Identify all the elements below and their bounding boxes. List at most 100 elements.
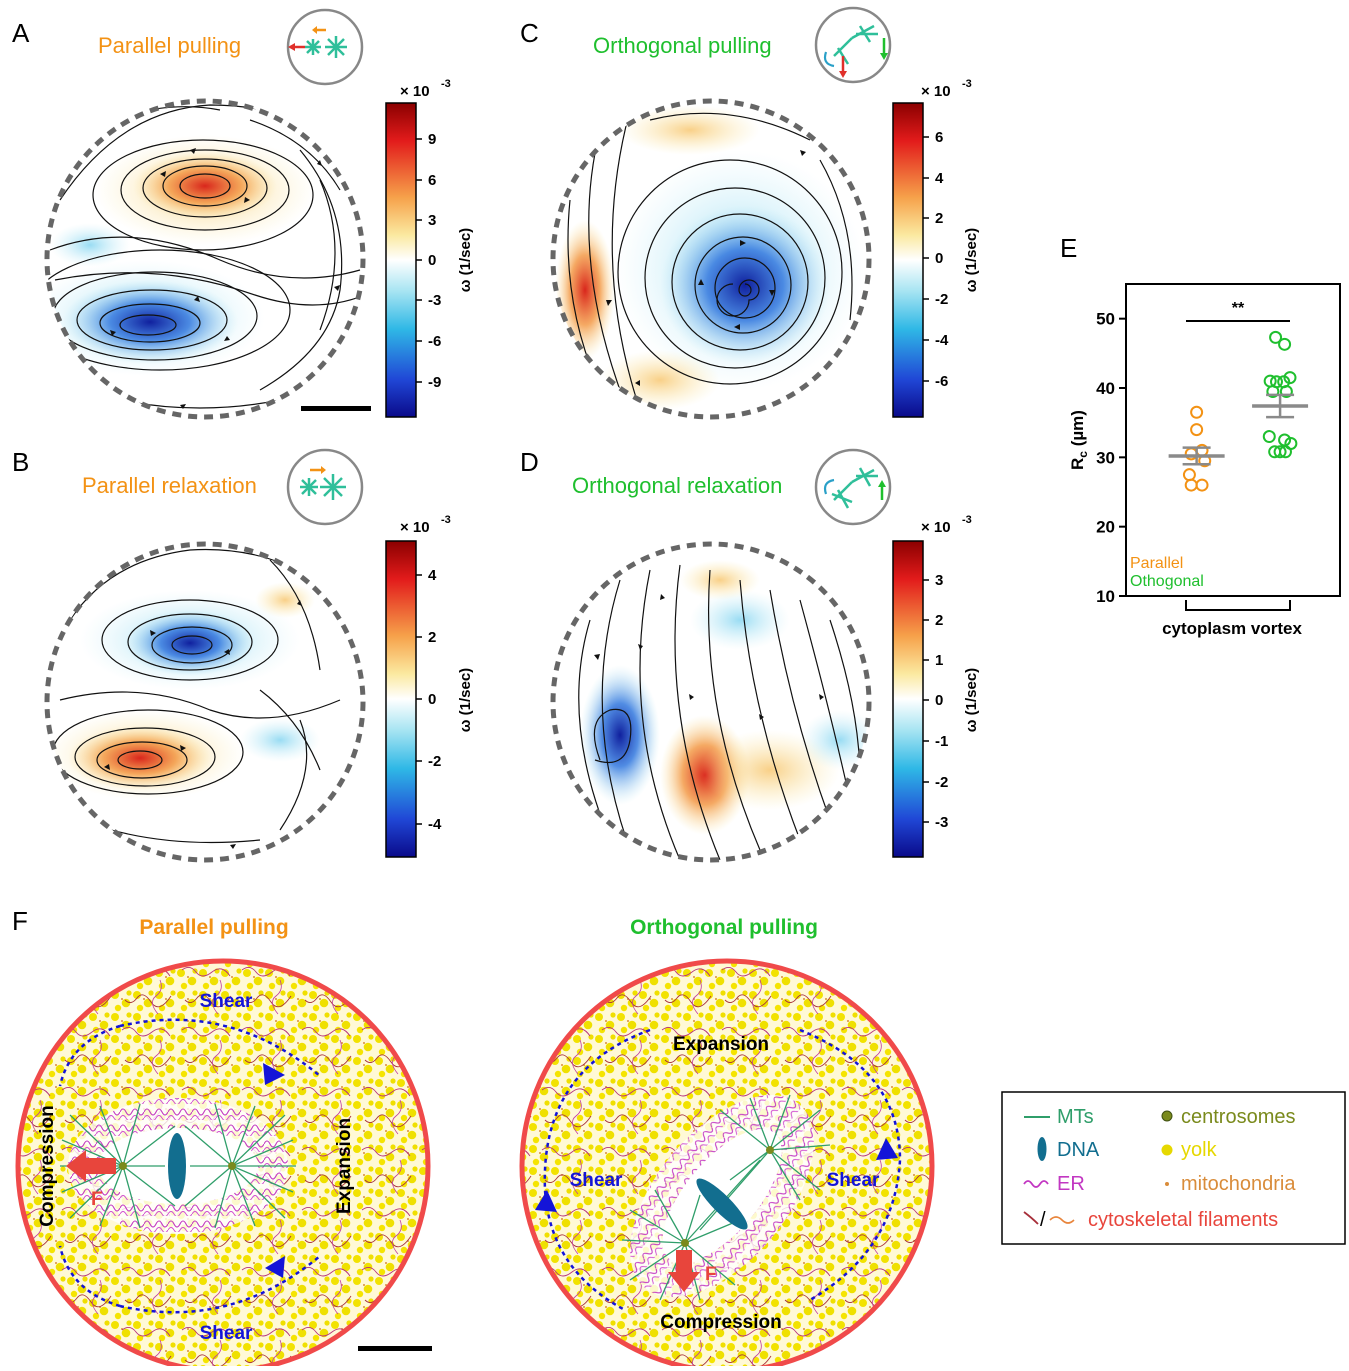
panel-title-b: Parallel relaxation: [82, 473, 257, 498]
colorbar-tick-label-b: 2: [428, 629, 436, 646]
er-legend-icon: [1023, 1180, 1049, 1188]
dna-icon: [168, 1133, 186, 1199]
colorbar-tick-label-c: -4: [935, 332, 949, 349]
chart-y-tick-label: 20: [1096, 518, 1115, 537]
panel-title-d: Orthogonal relaxation: [572, 473, 782, 498]
panel-f-right-title: Orthogonal pulling: [630, 916, 818, 939]
colorbar-tick-label-a: 3: [428, 212, 436, 229]
legend-box: MTs centrosomes DNA yolk ER mitochondria…: [1001, 1091, 1346, 1245]
chart-legend-parallel: Parallel: [1130, 555, 1183, 572]
label-expansion-right: Expansion: [673, 1034, 769, 1055]
legend-cytoskeletal: cytoskeletal filaments: [1088, 1209, 1278, 1231]
cell-boundary-a: [44, 98, 366, 420]
chart-point: [1195, 478, 1209, 492]
colorbar-tick-label-a: 6: [428, 172, 436, 189]
centrosome-legend-icon: [1161, 1110, 1173, 1122]
centrosome-icon: [119, 1162, 127, 1170]
legend-mitochondria: mitochondria: [1181, 1173, 1296, 1195]
colorbar-exponent-b: × 10: [400, 519, 430, 536]
panel-letter-a: A: [12, 18, 30, 48]
colorbar-exponent-a: × 10: [400, 83, 430, 100]
colorbar-tick-label-b: -4: [428, 816, 442, 833]
label-force-left: F: [91, 1189, 103, 1210]
colorbar-exp-b: -3: [441, 514, 451, 526]
legend-slash: /: [1040, 1209, 1046, 1231]
label-shear-top: Shear: [200, 991, 253, 1012]
panel-letter-c: C: [520, 18, 539, 48]
chart-point: [1278, 337, 1292, 351]
colorbar-label-d: ω (1/sec): [963, 668, 980, 732]
yolk-legend-icon: [1161, 1144, 1173, 1156]
chart-point: [1190, 405, 1204, 419]
label-compression-right: Compression: [660, 1312, 781, 1333]
colorbar-tick-label-d: -2: [935, 774, 948, 791]
significance-stars: **: [1232, 300, 1245, 317]
panel-d: D Orthogonal relaxation: [520, 447, 980, 863]
chart-y-label: Rc (µm): [1068, 410, 1090, 470]
panel-title-a: Parallel pulling: [98, 33, 241, 58]
cell-boundary-d: [550, 541, 872, 863]
colorbar-exponent-d: × 10: [921, 519, 951, 536]
schematic-icon-b: [286, 448, 364, 526]
vorticity-map-d: [553, 544, 869, 860]
colorbar-tick-label-d: 2: [935, 612, 943, 629]
colorbar-c: × 10 -3 6 4 2 0 -2 -4 -6 ω (1/sec): [892, 78, 980, 418]
colorbar-tick-label-a: 9: [428, 131, 436, 148]
dna-legend-icon: [1037, 1137, 1047, 1161]
legend-centrosomes: centrosomes: [1181, 1106, 1296, 1128]
colorbar-tick-label-b: -2: [428, 753, 441, 770]
chart-point: [1184, 447, 1198, 461]
colorbar-tick-label-c: 6: [935, 129, 943, 146]
colorbar-tick-label-c: 4: [935, 170, 944, 187]
colorbar-exp-a: -3: [441, 78, 451, 90]
label-expansion-left: Expansion: [334, 1118, 355, 1214]
colorbar-tick-label-a: -9: [428, 374, 441, 391]
label-shear-bottom: Shear: [200, 1323, 253, 1344]
panel-title-c: Orthogonal pulling: [593, 33, 772, 58]
chart-y-tick-label: 50: [1096, 310, 1115, 329]
filament-legend-icon: [1023, 1211, 1039, 1225]
cell-boundary-b: [44, 541, 366, 863]
chart-point: [1182, 468, 1196, 482]
filament-wavy-legend-icon: [1049, 1216, 1075, 1224]
scale-bar-f: [358, 1346, 432, 1351]
schematic-icon-c: [814, 6, 892, 84]
vorticity-map-c: [553, 101, 869, 417]
colorbar-d: × 10 -3 3 2 1 0 -1 -2 -3 ω (1/sec): [892, 514, 980, 858]
chart-y-tick-label: 10: [1096, 587, 1115, 606]
colorbar-tick-label-d: 3: [935, 572, 943, 589]
colorbar-tick-label-c: -2: [935, 291, 948, 308]
cell-boundary-c: [550, 98, 872, 420]
panel-f: F Parallel pulling Orthogonal pulling: [12, 906, 1346, 1371]
scale-bar-a: [301, 406, 371, 411]
legend-yolk: yolk: [1181, 1139, 1218, 1161]
legend-dna: DNA: [1057, 1139, 1100, 1161]
chart-point: [1269, 330, 1283, 344]
label-compression-left: Compression: [37, 1105, 58, 1226]
mitochondria-legend-icon: [1165, 1182, 1169, 1186]
chart-legend-orthogonal: Othogonal: [1130, 573, 1204, 590]
cell-diagram-orthogonal: Expansion Compression Shear Shear F: [519, 958, 935, 1371]
legend-mts: MTs: [1057, 1106, 1094, 1128]
label-force-right: F: [705, 1264, 717, 1285]
colorbar-tick-label-a: 0: [428, 252, 436, 269]
chart-point: [1266, 384, 1280, 398]
colorbar-tick-label-c: 0: [935, 250, 943, 267]
chart-y-axis: 10 20 30 40 50: [1096, 310, 1126, 606]
colorbar-exp-c: -3: [962, 78, 972, 90]
label-shear-right: Shear: [827, 1170, 880, 1191]
colorbar-label-b: ω (1/sec): [457, 668, 474, 732]
chart-point: [1278, 445, 1292, 459]
force-arrow-icon: [66, 1150, 116, 1182]
chart-point: [1273, 445, 1287, 459]
colorbar-exponent-c: × 10: [921, 83, 951, 100]
colorbar-tick-label-b: 4: [428, 567, 437, 584]
schematic-icon-d: [814, 448, 892, 526]
chart-point: [1184, 478, 1198, 492]
label-shear-left: Shear: [570, 1170, 623, 1191]
chart-point: [1190, 423, 1204, 437]
colorbar-tick-label-b: 0: [428, 691, 436, 708]
schematic-icon-a: [286, 8, 364, 86]
colorbar-tick-label-d: -3: [935, 814, 948, 831]
